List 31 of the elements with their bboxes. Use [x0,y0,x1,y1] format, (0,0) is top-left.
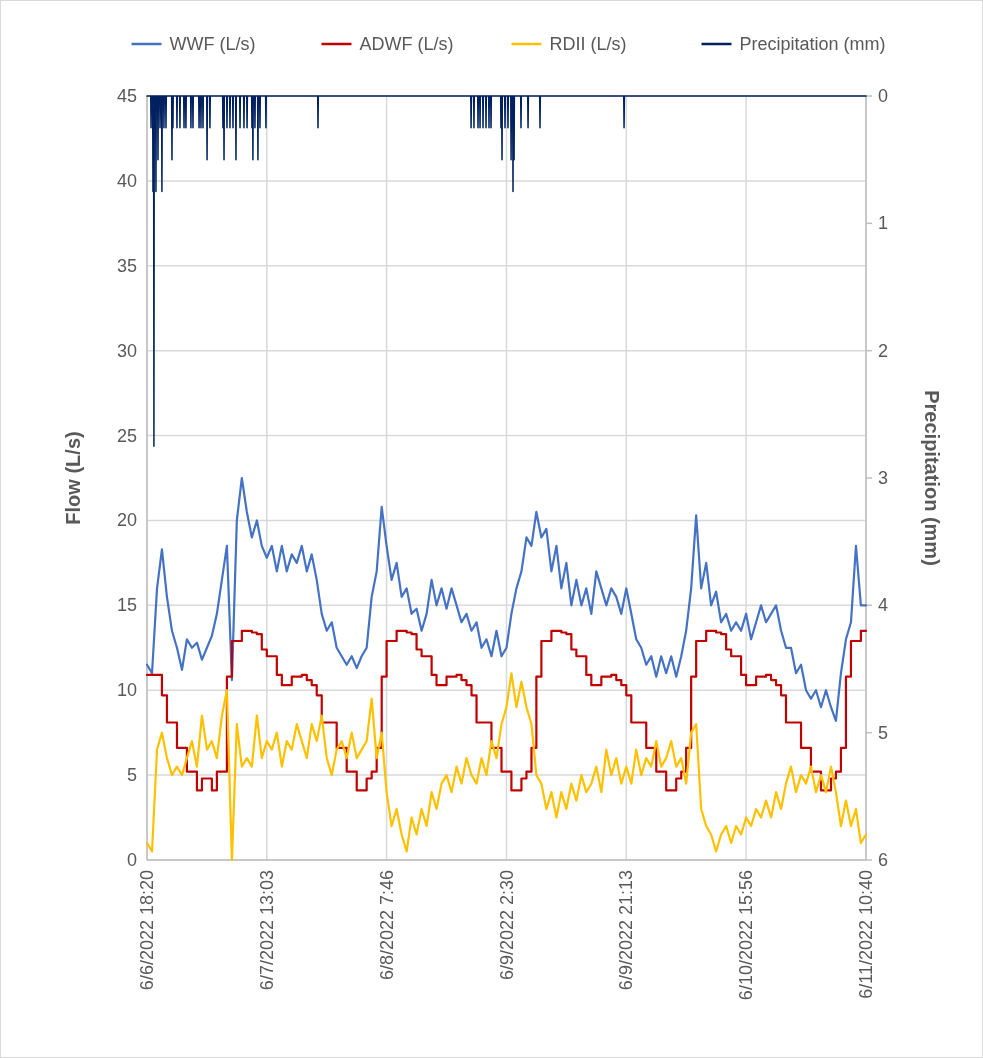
x-tick-label: 6/8/2022 7:46 [376,870,397,981]
y-tick-label: 20 [116,510,137,531]
line-series [145,476,868,722]
y2-tick-label: 0 [878,86,889,106]
x-tick-label: 6/10/2022 15:56 [736,870,757,1001]
x-tick-label: 6/6/2022 18:20 [137,870,157,991]
y2-tick-label: 1 [878,213,889,234]
y-tick-label: 45 [116,86,137,106]
y-tick-label: 25 [116,425,137,446]
y-axis-title: Flow (L/s) [62,431,84,525]
y2-tick-label: 3 [878,468,889,488]
legend-label: Precipitation (mm) [739,34,886,54]
legend-label: WWF (L/s) [169,34,256,54]
legend-label: RDII (L/s) [549,34,627,54]
y-tick-label: 30 [116,340,137,361]
x-tick-label: 6/9/2022 2:30 [496,870,517,981]
x-tick-label: 6/7/2022 13:03 [256,870,277,991]
y2-tick-label: 4 [878,595,889,616]
y-tick-label: 35 [116,255,137,276]
y2-tick-label: 6 [878,850,889,870]
y-tick-label: 40 [116,170,137,191]
x-tick-label: 6/11/2022 10:40 [856,870,876,999]
legend-label: ADWF (L/s) [359,34,454,54]
y2-tick-label: 2 [878,340,889,361]
x-tick-label: 6/9/2022 21:13 [616,870,637,991]
y2-axis-title: Precipitation (mm) [921,390,943,566]
y-tick-label: 10 [116,680,137,701]
y-tick-label: 15 [116,595,137,616]
y-tick-label: 5 [126,765,137,786]
y-tick-label: 0 [126,850,137,870]
y2-tick-label: 5 [878,722,889,743]
